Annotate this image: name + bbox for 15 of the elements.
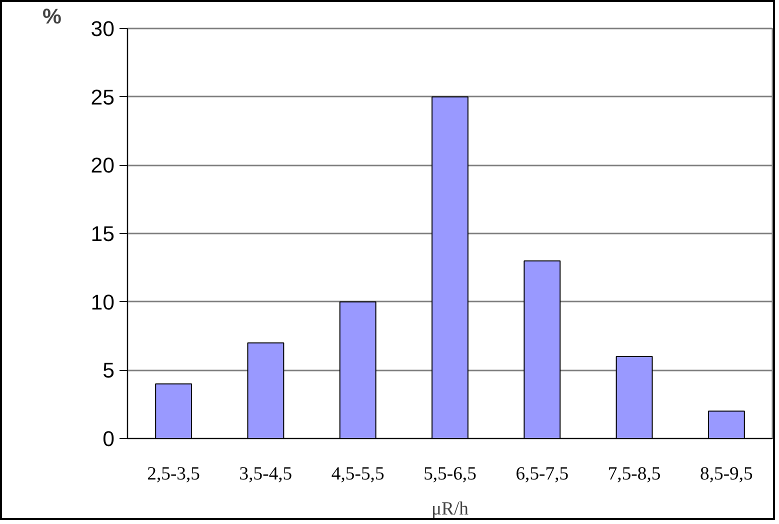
y-tick-label: 0 xyxy=(102,427,115,451)
x-tick-label: 4,5-5,5 xyxy=(331,464,384,484)
y-axis-title: % xyxy=(42,4,62,28)
y-tick-label: 30 xyxy=(90,17,115,41)
x-tick-label: 6,5-7,5 xyxy=(516,464,569,484)
y-tick-label: 25 xyxy=(90,85,115,110)
y-tick-label: 15 xyxy=(90,222,115,246)
y-tick-label: 10 xyxy=(90,290,115,314)
x-tick-label: 3,5-4,5 xyxy=(239,464,292,484)
y-tick-label: 5 xyxy=(102,358,115,383)
x-tick-label: 2,5-3,5 xyxy=(147,464,200,484)
x-tick-label: 7,5-8,5 xyxy=(608,464,661,484)
y-tick-label: 20 xyxy=(90,154,115,178)
x-tick-label: 8,5-9,5 xyxy=(700,464,753,484)
x-tick-label: 5,5-6,5 xyxy=(424,464,476,484)
